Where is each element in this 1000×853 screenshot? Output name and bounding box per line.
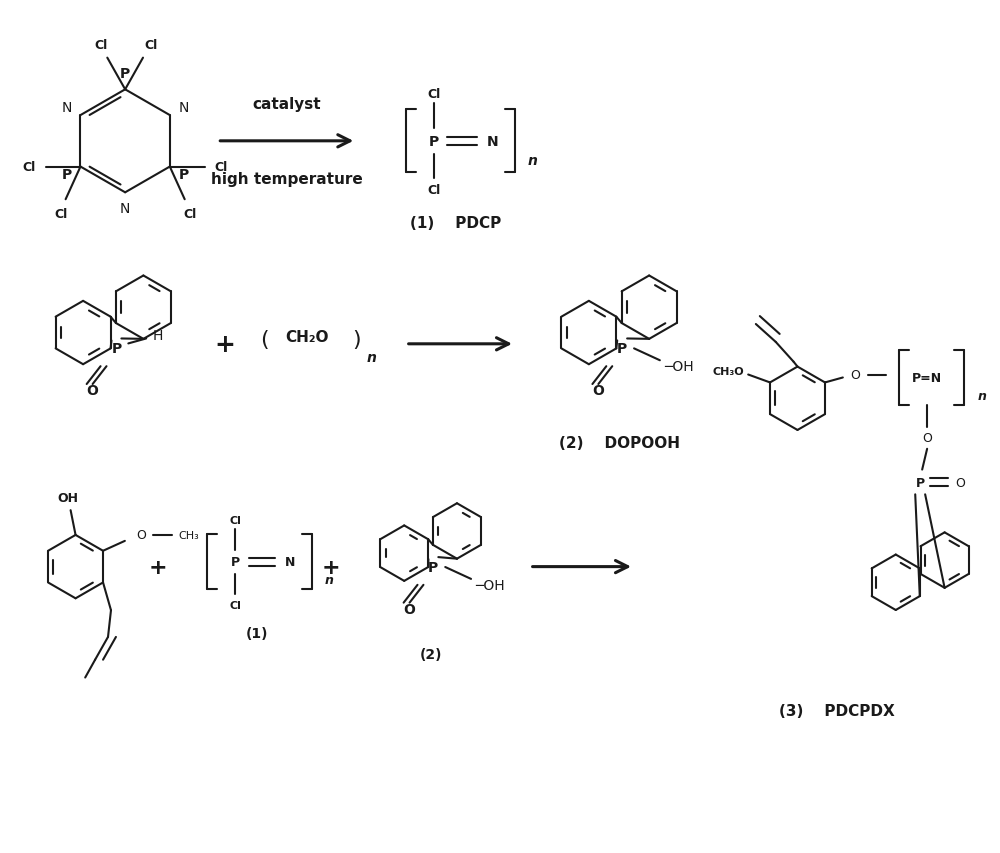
Text: Cl: Cl [54,207,67,220]
Text: n: n [977,389,986,403]
Text: (2)    DOPOOH: (2) DOPOOH [559,436,680,450]
Text: P: P [111,342,122,356]
Text: P: P [120,67,130,81]
Text: Cl: Cl [215,161,228,174]
Text: +: + [214,333,235,357]
Text: CH₃: CH₃ [178,531,199,540]
Text: ─OH: ─OH [475,578,505,592]
Text: catalyst: catalyst [252,96,321,112]
Text: (1): (1) [246,626,268,641]
Text: n: n [528,154,538,167]
Text: P: P [428,560,438,574]
Text: Cl: Cl [183,207,196,220]
Text: O: O [922,432,932,445]
Text: O: O [592,384,604,397]
Text: Cl: Cl [229,515,241,525]
Text: (: ( [260,329,268,350]
Text: CH₂O: CH₂O [285,330,328,345]
Text: N: N [178,101,189,115]
Text: OH: OH [57,491,78,504]
Text: Cl: Cl [427,183,440,196]
Text: ─OH: ─OH [664,360,694,374]
Text: P: P [62,168,72,183]
Text: Cl: Cl [22,161,36,174]
Text: N: N [487,135,499,148]
Text: (1)    PDCP: (1) PDCP [410,215,501,230]
Text: O: O [955,476,965,490]
Text: P=N: P=N [912,372,942,385]
Text: O: O [136,529,146,542]
Text: O: O [87,384,99,397]
Text: N: N [285,555,295,568]
Text: (3)    PDCPDX: (3) PDCPDX [779,703,895,718]
Text: +: + [322,557,341,577]
Text: +: + [149,557,167,577]
Text: n: n [325,573,334,586]
Text: P: P [916,476,925,490]
Text: Cl: Cl [229,601,241,611]
Text: Cl: Cl [95,39,108,52]
Text: O: O [850,368,860,381]
Text: Cl: Cl [427,88,440,101]
Text: H: H [153,329,163,343]
Text: high temperature: high temperature [211,171,363,187]
Text: P: P [178,168,189,183]
Text: O: O [404,602,415,616]
Text: ): ) [352,329,361,350]
Text: (2): (2) [419,647,442,661]
Text: Cl: Cl [144,39,158,52]
Text: N: N [120,202,130,216]
Text: P: P [428,135,439,148]
Text: n: n [366,351,376,364]
Text: P: P [617,342,627,356]
Text: CH₃O: CH₃O [713,366,744,376]
Text: N: N [62,101,72,115]
Text: P: P [231,555,240,568]
